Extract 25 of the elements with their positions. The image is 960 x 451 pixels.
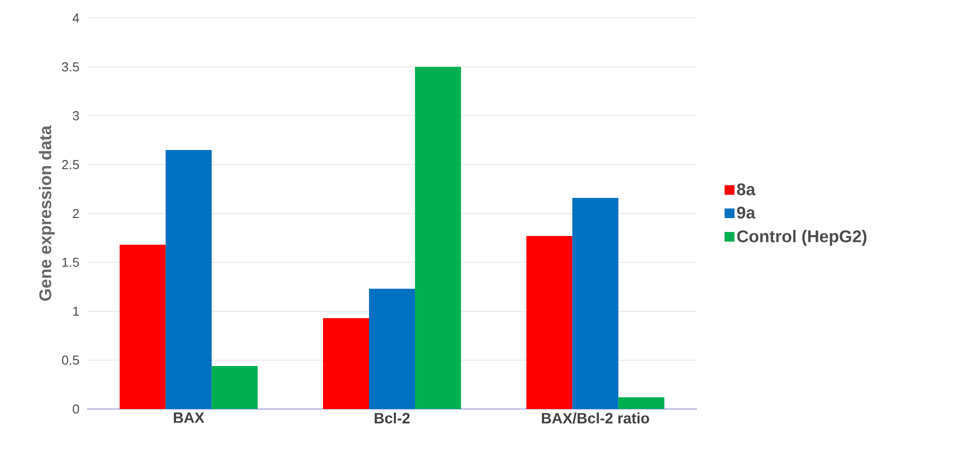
y-tick-label: 0.5 bbox=[62, 356, 79, 365]
y-tick-label: 0 bbox=[72, 404, 79, 414]
bar bbox=[323, 318, 370, 409]
y-tick-label: 1 bbox=[73, 306, 79, 316]
x-tick-label: BAX bbox=[174, 412, 204, 423]
legend-label: 8a bbox=[737, 183, 756, 196]
y-tick-label: 3 bbox=[72, 111, 79, 120]
y-tick-label: 4 bbox=[72, 14, 80, 22]
y-tick-label: 1.5 bbox=[62, 258, 79, 267]
x-tick-label: Bcl-2 bbox=[374, 412, 410, 424]
bar bbox=[572, 198, 618, 409]
bar bbox=[415, 66, 462, 409]
legend-label: Control (HepG2) bbox=[737, 230, 866, 246]
bar bbox=[618, 397, 664, 409]
bar bbox=[369, 288, 416, 409]
bar bbox=[120, 244, 166, 409]
bar bbox=[526, 236, 572, 409]
x-tick-label: BAX/Bcl-2 ratio bbox=[542, 412, 650, 424]
y-tick-label: 3.5 bbox=[62, 62, 79, 72]
y-tick-label: 2.5 bbox=[62, 160, 79, 170]
y-tick-label: 2 bbox=[72, 208, 79, 218]
bar bbox=[212, 366, 258, 409]
y-axis-title: Gene expression data bbox=[38, 125, 55, 301]
legend-label: 9a bbox=[737, 206, 756, 219]
bar bbox=[166, 150, 212, 409]
